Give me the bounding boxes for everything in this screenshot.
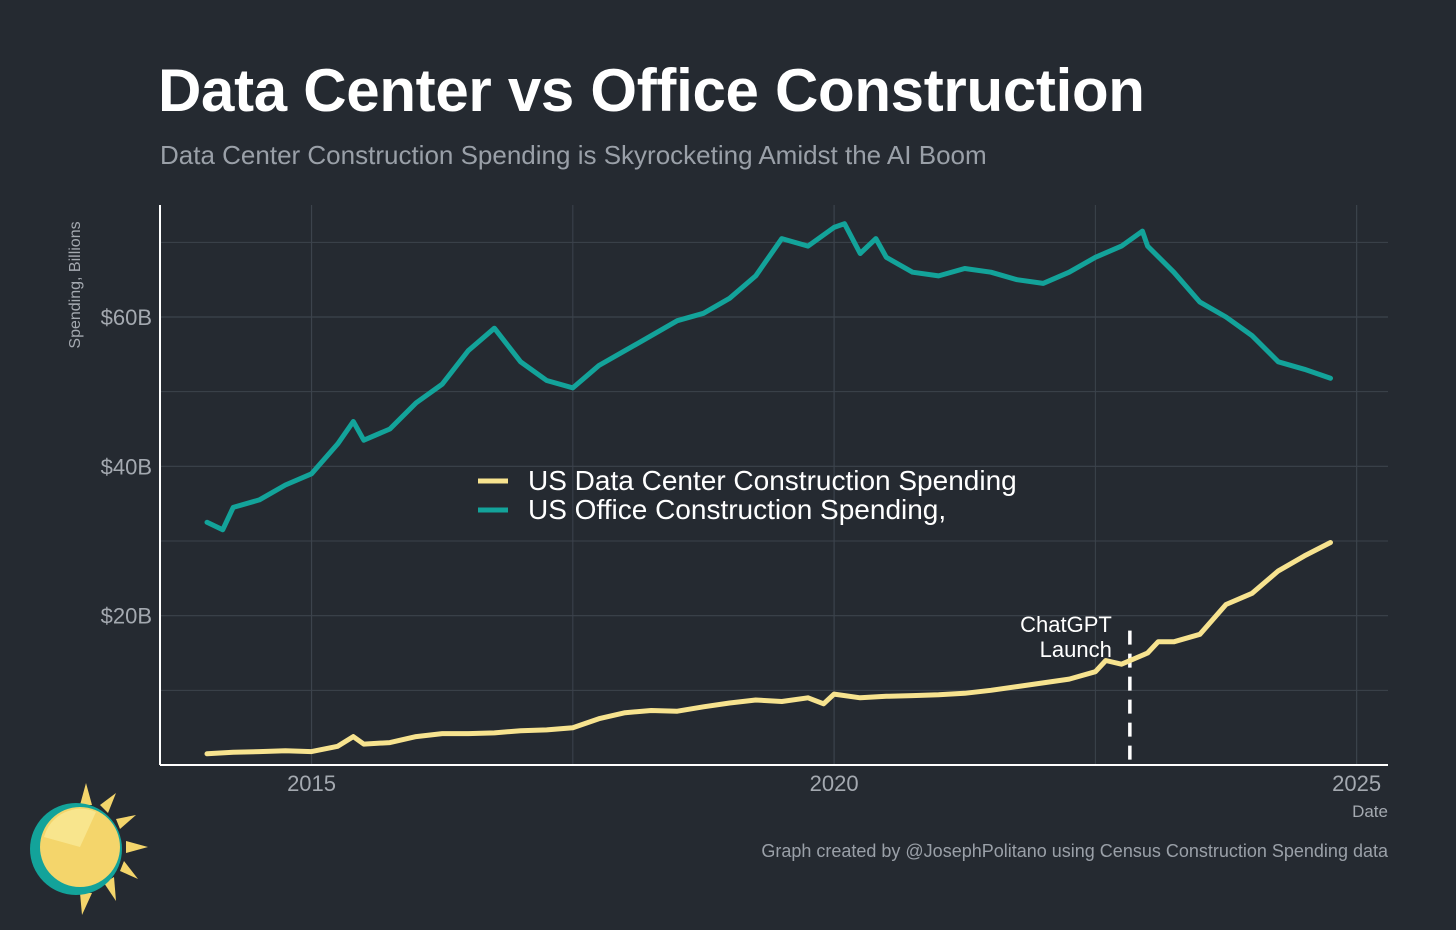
y-axis-label: Spending, Billions: [67, 221, 84, 348]
series-line-office: [204, 221, 1333, 533]
x-tick-label: 2015: [287, 771, 336, 796]
sun-icon: [30, 783, 148, 915]
sun-highlight: [44, 808, 96, 847]
annotation-label: Launch: [1040, 637, 1112, 662]
annotation-label: ChatGPT: [1020, 612, 1112, 637]
source-caption: Graph created by @JosephPolitano using C…: [761, 841, 1388, 861]
legend-label: US Data Center Construction Spending: [528, 465, 1017, 496]
series-line-data_center: [204, 540, 1333, 757]
x-axis-label: Date: [1352, 802, 1388, 821]
y-tick-label: $40B: [101, 454, 152, 479]
sun-rays: [80, 783, 148, 915]
y-tick-label: $60B: [101, 305, 152, 330]
chart-title: Data Center vs Office Construction: [158, 57, 1145, 124]
chart-subtitle: Data Center Construction Spending is Sky…: [160, 140, 987, 170]
y-tick-label: $20B: [101, 604, 152, 629]
x-tick-label: 2025: [1332, 771, 1381, 796]
legend-label: US Office Construction Spending,: [528, 494, 946, 525]
x-tick-label: 2020: [810, 771, 859, 796]
